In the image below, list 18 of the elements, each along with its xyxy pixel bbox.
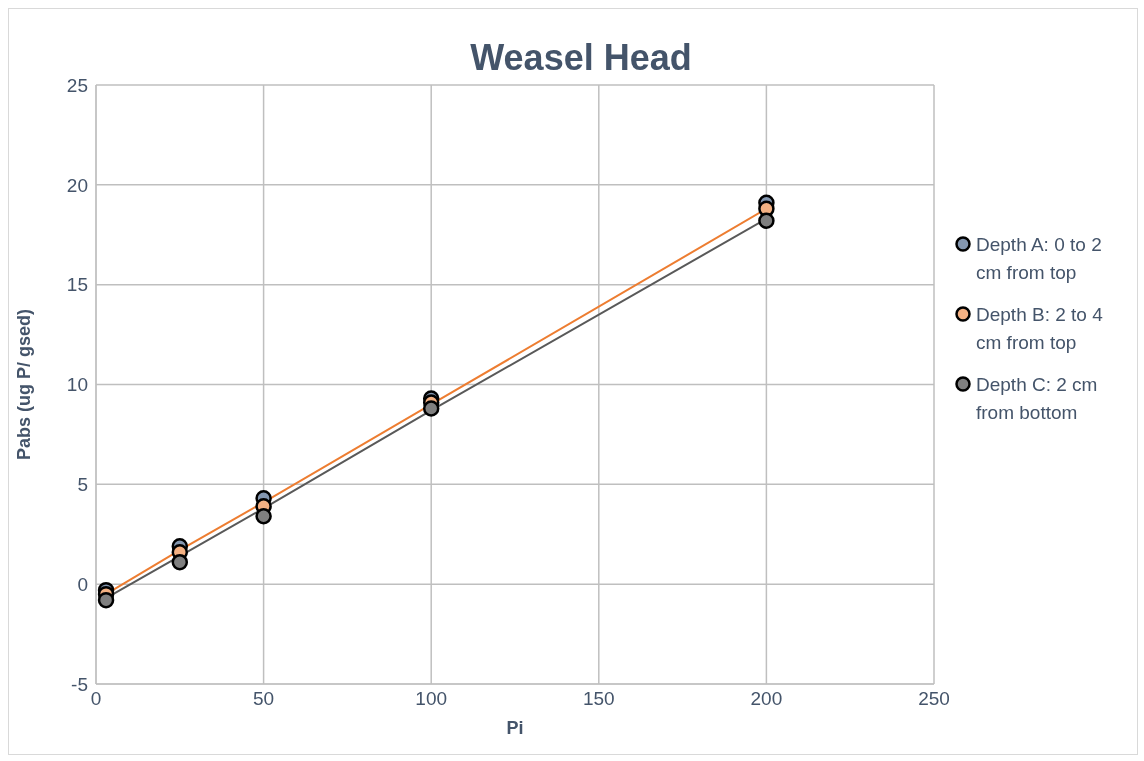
x-axis-title: Pi xyxy=(506,718,524,738)
x-tick-label: 250 xyxy=(918,688,950,710)
y-tick-label: -5 xyxy=(71,673,88,695)
x-tick-label: 100 xyxy=(415,688,448,710)
legend-label: Depth C: 2 cm from bottom xyxy=(976,373,1099,425)
x-tick-label: 150 xyxy=(582,688,615,710)
y-axis-title: Pabs (ug P/ gsed) xyxy=(14,308,35,461)
legend-label: Depth A: 0 to 2 cm from top xyxy=(976,233,1103,285)
y-tick-label: 5 xyxy=(77,474,88,496)
y-tick-label: 0 xyxy=(77,573,88,595)
chart-title: Weasel Head xyxy=(470,37,692,78)
x-tick-label: 50 xyxy=(253,688,275,710)
y-tick-label: 25 xyxy=(66,74,88,96)
y-tick-label: 20 xyxy=(66,174,88,196)
y-tick-label: 10 xyxy=(66,374,88,396)
y-tick-label: 15 xyxy=(66,274,88,296)
x-tick-label: 200 xyxy=(750,688,783,710)
legend-label: Depth B: 2 to 4 cm from top xyxy=(976,303,1104,355)
